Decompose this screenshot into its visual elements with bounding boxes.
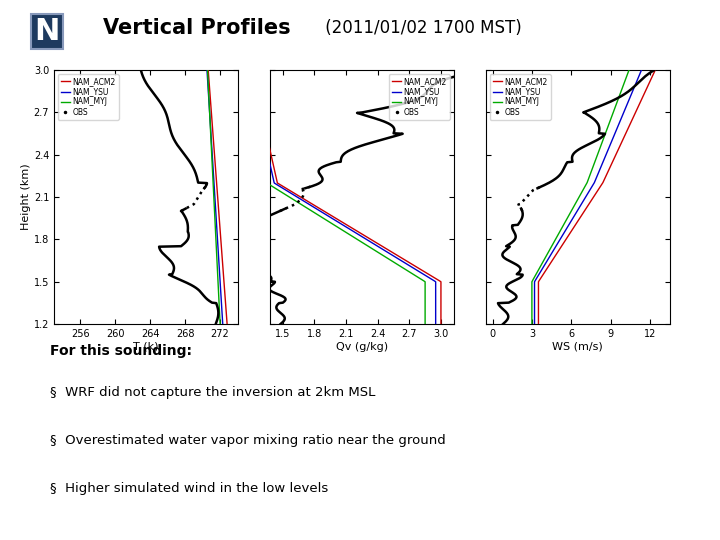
X-axis label: WS (m/s): WS (m/s) bbox=[552, 342, 603, 352]
Text: §  Higher simulated wind in the low levels: § Higher simulated wind in the low level… bbox=[50, 482, 328, 495]
Text: §  WRF did not capture the inversion at 2km MSL: § WRF did not capture the inversion at 2… bbox=[50, 386, 376, 399]
Text: N: N bbox=[34, 17, 60, 46]
X-axis label: Qv (g/kg): Qv (g/kg) bbox=[336, 342, 388, 352]
Y-axis label: Height (km): Height (km) bbox=[21, 164, 31, 231]
X-axis label: T (k): T (k) bbox=[133, 342, 158, 352]
Legend: NAM_ACM2, NAM_YSU, NAM_MYJ, OBS: NAM_ACM2, NAM_YSU, NAM_MYJ, OBS bbox=[58, 74, 119, 119]
Text: For this sounding:: For this sounding: bbox=[50, 344, 192, 358]
Text: §  Overestimated water vapor mixing ratio near the ground: § Overestimated water vapor mixing ratio… bbox=[50, 434, 446, 447]
Legend: NAM_ACM2, NAM_YSU, NAM_MYJ, OBS: NAM_ACM2, NAM_YSU, NAM_MYJ, OBS bbox=[389, 74, 450, 119]
Text: Vertical Profiles: Vertical Profiles bbox=[102, 18, 290, 38]
Legend: NAM_ACM2, NAM_YSU, NAM_MYJ, OBS: NAM_ACM2, NAM_YSU, NAM_MYJ, OBS bbox=[490, 74, 551, 119]
Text: (2011/01/02 1700 MST): (2011/01/02 1700 MST) bbox=[320, 19, 522, 37]
Text: 8: 8 bbox=[690, 523, 698, 536]
